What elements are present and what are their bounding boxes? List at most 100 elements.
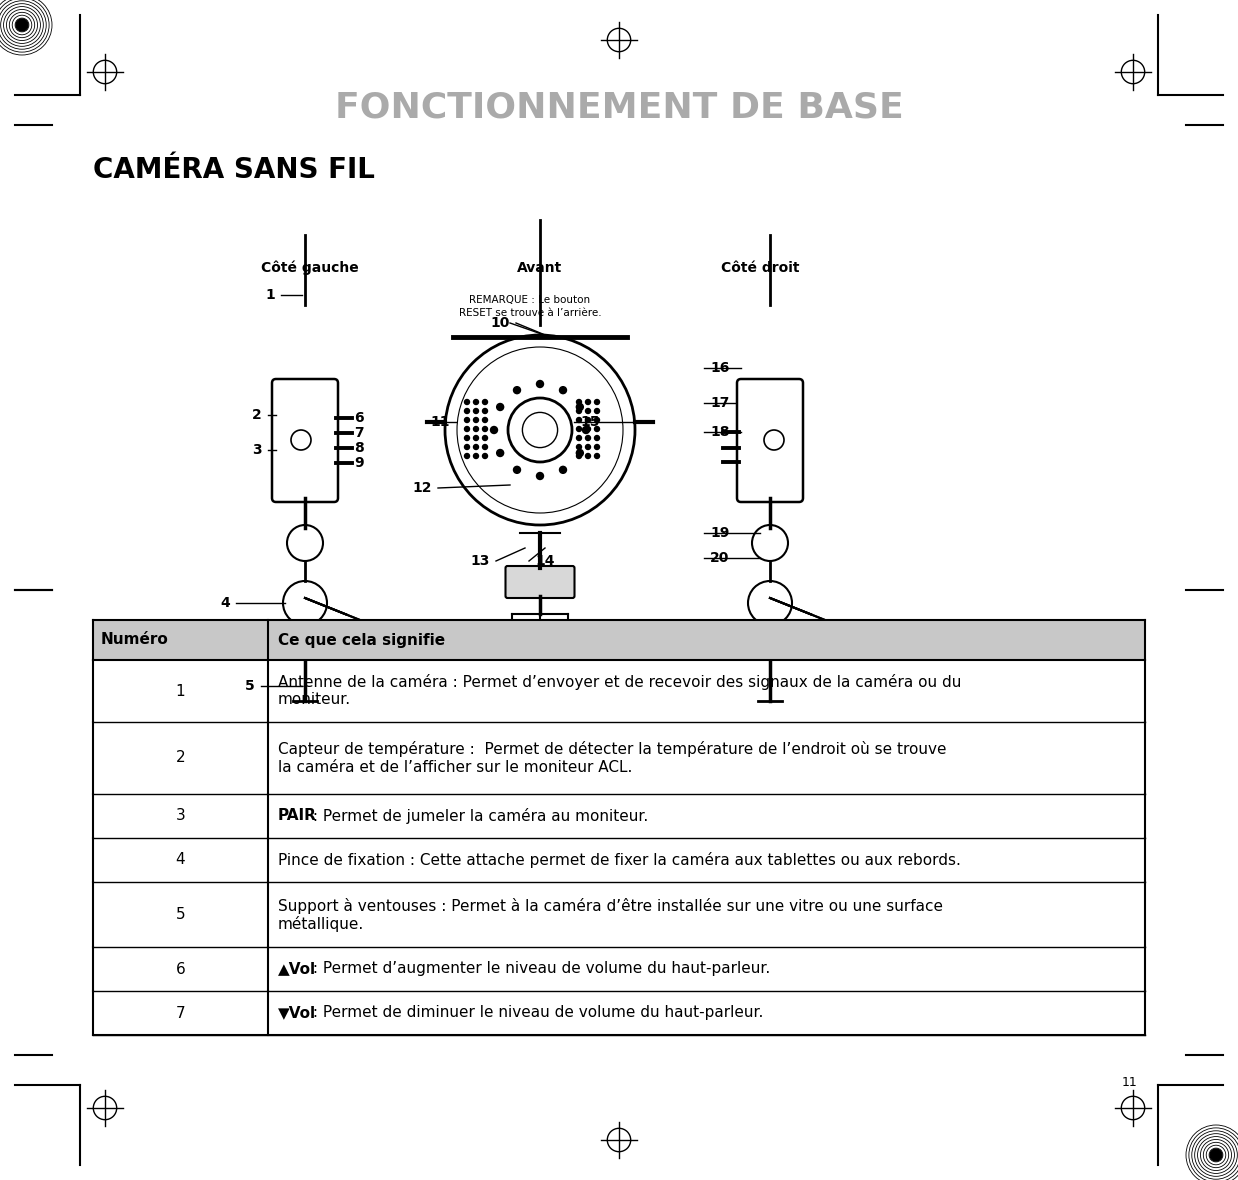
- Text: Avant: Avant: [517, 261, 562, 275]
- FancyBboxPatch shape: [737, 379, 803, 502]
- Circle shape: [490, 426, 498, 433]
- Text: 11: 11: [431, 415, 449, 430]
- Text: 8: 8: [354, 441, 364, 455]
- Circle shape: [594, 435, 599, 440]
- Text: 7: 7: [354, 426, 364, 440]
- Circle shape: [16, 19, 28, 31]
- Text: Ce que cela signifie: Ce que cela signifie: [279, 632, 446, 648]
- FancyBboxPatch shape: [505, 566, 574, 598]
- Circle shape: [560, 387, 567, 394]
- Circle shape: [464, 453, 469, 459]
- Text: : Permet de diminuer le niveau de volume du haut-parleur.: : Permet de diminuer le niveau de volume…: [308, 1005, 764, 1021]
- Circle shape: [483, 445, 488, 450]
- Text: 16: 16: [711, 361, 729, 375]
- Circle shape: [577, 408, 582, 413]
- Text: 14: 14: [535, 553, 555, 568]
- Text: ▼Vol: ▼Vol: [279, 1005, 316, 1021]
- Text: 20: 20: [711, 551, 729, 565]
- Text: 12: 12: [412, 481, 432, 494]
- Text: Numéro: Numéro: [102, 632, 168, 648]
- Circle shape: [483, 408, 488, 413]
- Text: 5: 5: [176, 907, 186, 922]
- Circle shape: [483, 453, 488, 459]
- Text: RESET se trouve à l’arrière.: RESET se trouve à l’arrière.: [459, 308, 602, 317]
- Circle shape: [473, 453, 479, 459]
- Text: FONCTIONNEMENT DE BASE: FONCTIONNEMENT DE BASE: [334, 91, 904, 125]
- Text: Pince de fixation : Cette attache permet de fixer la caméra aux tablettes ou aux: Pince de fixation : Cette attache permet…: [279, 852, 961, 868]
- Circle shape: [464, 445, 469, 450]
- Circle shape: [586, 418, 591, 422]
- Circle shape: [496, 450, 504, 457]
- Circle shape: [586, 445, 591, 450]
- Text: CAMÉRA SANS FIL: CAMÉRA SANS FIL: [93, 156, 375, 184]
- Circle shape: [483, 435, 488, 440]
- Circle shape: [473, 435, 479, 440]
- Text: 3: 3: [253, 442, 262, 457]
- Text: : Permet de jumeler la caméra au moniteur.: : Permet de jumeler la caméra au moniteu…: [308, 808, 649, 824]
- Text: la caméra et de l’afficher sur le moniteur ACL.: la caméra et de l’afficher sur le monite…: [279, 760, 633, 774]
- Circle shape: [586, 408, 591, 413]
- Circle shape: [577, 445, 582, 450]
- Circle shape: [577, 400, 582, 405]
- Text: : Permet d’augmenter le niveau de volume du haut-parleur.: : Permet d’augmenter le niveau de volume…: [308, 962, 770, 977]
- Text: 19: 19: [711, 526, 729, 540]
- Text: Antenne de la caméra : Permet d’envoyer et de recevoir des signaux de la caméra : Antenne de la caméra : Permet d’envoyer …: [279, 674, 962, 690]
- Text: 3: 3: [176, 808, 186, 824]
- Text: 17: 17: [711, 396, 729, 409]
- Circle shape: [473, 426, 479, 432]
- Circle shape: [514, 387, 520, 394]
- Text: Côté gauche: Côté gauche: [261, 261, 359, 275]
- Circle shape: [536, 472, 543, 479]
- Circle shape: [594, 426, 599, 432]
- Text: 6: 6: [176, 962, 186, 977]
- Circle shape: [594, 418, 599, 422]
- Circle shape: [583, 426, 589, 433]
- Circle shape: [496, 404, 504, 411]
- Circle shape: [586, 435, 591, 440]
- Text: 5: 5: [245, 678, 255, 693]
- Text: Capteur de température :  Permet de détecter la température de l’endroit où se t: Capteur de température : Permet de détec…: [279, 741, 947, 758]
- Bar: [93, 620, 1145, 660]
- Circle shape: [577, 404, 583, 411]
- Text: PAIR: PAIR: [279, 808, 317, 824]
- Circle shape: [586, 453, 591, 459]
- Circle shape: [473, 418, 479, 422]
- Circle shape: [464, 435, 469, 440]
- Text: Support à ventouses : Permet à la caméra d’être installée sur une vitre ou une s: Support à ventouses : Permet à la caméra…: [279, 898, 943, 913]
- Circle shape: [464, 426, 469, 432]
- Circle shape: [577, 453, 582, 459]
- Text: 13: 13: [470, 553, 490, 568]
- Circle shape: [594, 445, 599, 450]
- Text: 6: 6: [354, 411, 364, 425]
- Circle shape: [1210, 1149, 1222, 1161]
- Text: 1: 1: [176, 683, 186, 699]
- Text: 9: 9: [354, 455, 364, 470]
- Text: 11: 11: [1122, 1075, 1138, 1088]
- Text: moniteur.: moniteur.: [279, 693, 352, 708]
- Text: ▲Vol: ▲Vol: [279, 962, 316, 977]
- Text: 18: 18: [711, 425, 729, 439]
- Text: Côté droit: Côté droit: [721, 261, 800, 275]
- Circle shape: [594, 453, 599, 459]
- Circle shape: [473, 445, 479, 450]
- Circle shape: [577, 435, 582, 440]
- Text: 1: 1: [265, 288, 275, 302]
- Circle shape: [577, 426, 582, 432]
- Circle shape: [577, 450, 583, 457]
- Circle shape: [586, 400, 591, 405]
- Circle shape: [473, 408, 479, 413]
- Circle shape: [483, 426, 488, 432]
- Circle shape: [464, 400, 469, 405]
- Text: 15: 15: [579, 415, 599, 430]
- Text: REMARQUE : Le bouton: REMARQUE : Le bouton: [469, 295, 591, 304]
- Circle shape: [473, 400, 479, 405]
- Text: 7: 7: [176, 1005, 186, 1021]
- Text: 4: 4: [176, 852, 186, 867]
- Circle shape: [514, 466, 520, 473]
- Text: 2: 2: [253, 408, 262, 422]
- Circle shape: [586, 426, 591, 432]
- FancyBboxPatch shape: [272, 379, 338, 502]
- Circle shape: [483, 400, 488, 405]
- Text: 10: 10: [490, 316, 510, 330]
- Circle shape: [536, 380, 543, 387]
